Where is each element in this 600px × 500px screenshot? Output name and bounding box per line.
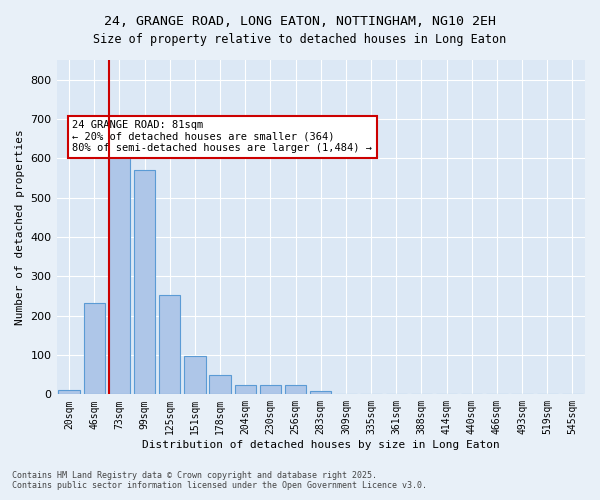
Bar (310, 391, 331, 394)
Bar (83, 302, 105, 394)
Bar (260, 386, 281, 394)
Text: 24, GRANGE ROAD, LONG EATON, NOTTINGHAM, NG10 2EH: 24, GRANGE ROAD, LONG EATON, NOTTINGHAM,… (104, 15, 496, 28)
Bar (184, 356, 206, 395)
Bar (235, 386, 256, 394)
X-axis label: Distribution of detached houses by size in Long Eaton: Distribution of detached houses by size … (142, 440, 500, 450)
Y-axis label: Number of detached properties: Number of detached properties (15, 130, 25, 325)
Bar (285, 386, 307, 394)
Text: Size of property relative to detached houses in Long Eaton: Size of property relative to detached ho… (94, 32, 506, 46)
Bar (58, 390, 80, 394)
Bar (159, 295, 181, 394)
Bar (209, 374, 231, 394)
Bar (109, 150, 130, 394)
Text: 24 GRANGE ROAD: 81sqm
← 20% of detached houses are smaller (364)
80% of semi-det: 24 GRANGE ROAD: 81sqm ← 20% of detached … (73, 120, 373, 154)
Text: Contains HM Land Registry data © Crown copyright and database right 2025.
Contai: Contains HM Land Registry data © Crown c… (12, 470, 427, 490)
Bar (134, 170, 155, 394)
